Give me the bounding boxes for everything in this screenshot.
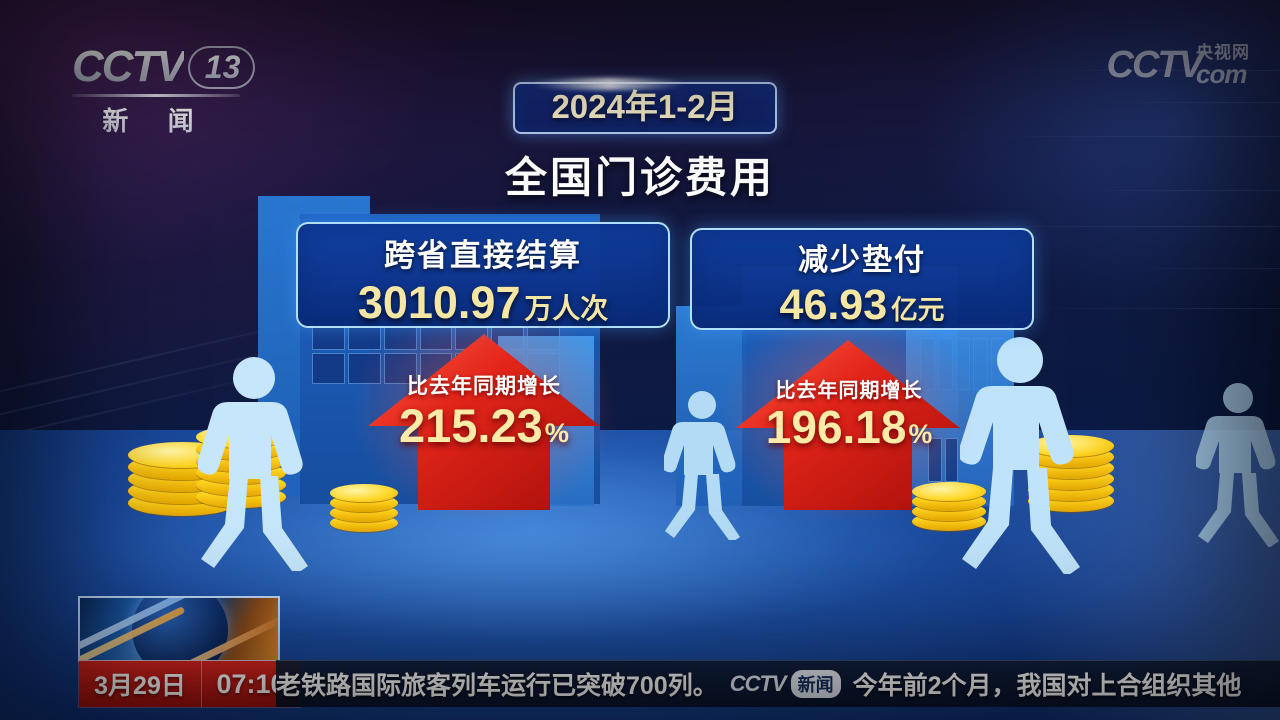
- background-sky: [0, 0, 1280, 430]
- growth-percent-right: %: [908, 419, 933, 449]
- stat-card-value-left: 3010.97 万人次: [298, 280, 668, 325]
- watermark-cctv-text: CCTV: [1106, 44, 1204, 86]
- news-ticker[interactable]: 老铁路国际旅客列车运行已突破700列。 CCTV 新闻 今年前2个月，我国对上合…: [276, 660, 1280, 707]
- stat-number-left: 3010.97: [357, 277, 521, 328]
- window-grid-far-right: [928, 438, 958, 482]
- walker-figure-right: [960, 336, 1100, 574]
- stat-card-title-left: 跨省直接结算: [384, 238, 582, 273]
- stat-card-value-right: 46.93 亿元: [692, 284, 1032, 327]
- globe-thumbnail: [78, 596, 280, 662]
- stat-unit-right: 亿元: [891, 295, 945, 325]
- stat-unit-left: 万人次: [524, 293, 609, 324]
- channel-name: 新 闻: [72, 101, 240, 138]
- growth-number-left: 215.23: [399, 399, 543, 452]
- coin-stack-3: [330, 470, 398, 538]
- ticker-cctv-news-badge: CCTV 新闻: [730, 670, 841, 698]
- channel-logo-text: CCTV: [72, 42, 186, 91]
- walker-figure-center: [664, 390, 752, 540]
- cctv-com-watermark: CCTV 央视网 com: [1107, 44, 1250, 87]
- page-title: 全国门诊费用: [504, 154, 775, 201]
- growth-arrow-left: [346, 312, 622, 528]
- growth-number-right: 196.18: [765, 401, 907, 453]
- growth-arrow-right: [714, 318, 982, 528]
- growth-value-left: 215.23%: [382, 402, 586, 449]
- badge-cctv-text: CCTV: [729, 671, 787, 696]
- growth-label-right: 比去年同期增长: [775, 380, 923, 402]
- walker-figure-left: [198, 356, 328, 571]
- walker-figure-far-right: [1196, 382, 1280, 547]
- stat-number-right: 46.93: [779, 281, 888, 329]
- broadcast-date: 3月29日: [79, 661, 201, 707]
- stat-card-cross-province: 跨省直接结算 3010.97 万人次: [296, 222, 670, 328]
- growth-label-left: 比去年同期增长: [407, 375, 561, 398]
- ticker-headline-1: 老铁路国际旅客列车运行已突破700列。: [276, 672, 718, 700]
- channel-logo-underline: [72, 94, 240, 97]
- datetime-bar: 3月29日 07:10: [78, 660, 301, 708]
- stat-card-reduced-prepay: 减少垫付 46.93 亿元: [690, 228, 1034, 330]
- period-box-sheen: [530, 78, 687, 90]
- channel-number: 13: [187, 45, 256, 89]
- period-box: 2024年1-2月: [513, 78, 777, 134]
- badge-news-text: 新闻: [790, 670, 841, 698]
- stat-card-title-right: 减少垫付: [798, 244, 926, 277]
- growth-value-right: 196.18%: [750, 404, 948, 450]
- background-data-lines: [860, 40, 1280, 420]
- coin-stack-4: [912, 462, 986, 538]
- channel-logo: CCTV 13 新 闻: [72, 42, 272, 142]
- ticker-headline-2: 今年前2个月，我国对上合组织其他: [852, 672, 1242, 700]
- watermark-cn-text: 央视网: [1196, 43, 1250, 62]
- watermark-com-text: com: [1196, 59, 1247, 89]
- growth-percent-left: %: [544, 417, 569, 448]
- period-label: 2024年1-2月: [551, 88, 739, 125]
